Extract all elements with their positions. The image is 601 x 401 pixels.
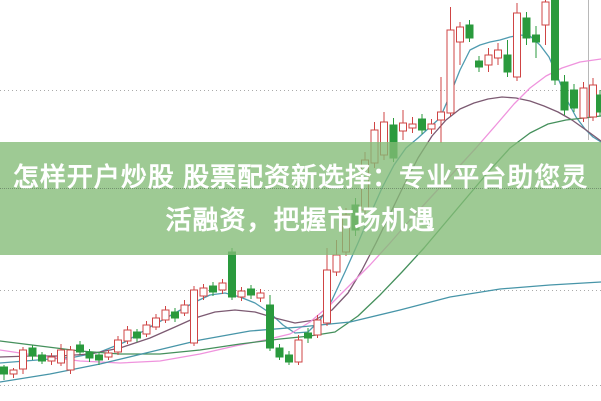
banner-title-line1: 怎样开户炒股 股票配资新选择：专业平台助您灵 xyxy=(12,162,589,192)
candle-down xyxy=(275,347,284,358)
candle-down xyxy=(28,347,37,357)
candle-down xyxy=(532,34,540,43)
candle-up xyxy=(237,290,246,298)
candle-up xyxy=(541,1,550,26)
candle-up xyxy=(66,349,75,371)
candle-up xyxy=(399,122,407,132)
banner-gridline xyxy=(0,188,601,189)
candle-up xyxy=(57,349,65,364)
candle-up xyxy=(180,304,189,314)
ma-long-teal-line xyxy=(0,281,601,383)
candle-down xyxy=(465,24,474,39)
candle-up xyxy=(408,123,417,129)
candle-up xyxy=(294,339,303,363)
candle-up xyxy=(104,352,113,358)
candle-up xyxy=(427,123,436,130)
candle-up xyxy=(589,84,597,118)
candle-up xyxy=(190,289,198,344)
candle-up xyxy=(152,317,160,328)
candle-down xyxy=(38,354,46,362)
candle-up xyxy=(47,356,56,362)
candle-up xyxy=(446,29,455,114)
candle-down xyxy=(475,60,483,68)
ma-pink-line xyxy=(0,58,601,364)
candle-up xyxy=(142,324,151,335)
candle-down xyxy=(560,81,569,111)
candle-down xyxy=(133,331,141,339)
candle-down xyxy=(266,304,274,349)
candle-up xyxy=(114,339,122,353)
ma-green-line xyxy=(0,115,601,355)
candle-down xyxy=(95,354,103,361)
ma-purple-line xyxy=(0,96,601,358)
candle-down xyxy=(285,354,293,363)
candle-down xyxy=(503,54,512,73)
candle-down xyxy=(247,288,255,296)
candle-up xyxy=(579,87,588,119)
candle-down xyxy=(304,332,312,339)
candle-up xyxy=(456,26,464,43)
candle-down xyxy=(171,311,179,319)
promo-banner: 怎样开户炒股 股票配资新选择：专业平台助您灵 活融资，把握市场机遇 xyxy=(0,142,601,255)
candle-down xyxy=(228,251,236,298)
candle-up xyxy=(313,319,322,336)
candle-down xyxy=(209,285,217,293)
candle-down xyxy=(596,94,601,113)
candle-down xyxy=(76,344,84,353)
candle-down xyxy=(522,17,531,39)
candle-up xyxy=(323,269,331,324)
candle-up xyxy=(494,49,502,59)
candle-up xyxy=(161,309,170,321)
candle-up xyxy=(123,329,132,342)
candle-up xyxy=(218,282,227,291)
candle-up xyxy=(9,369,18,375)
candle-down xyxy=(0,366,8,375)
candle-down xyxy=(418,118,426,131)
candle-up xyxy=(332,254,341,273)
candle-down xyxy=(551,0,559,81)
candle-up xyxy=(484,54,493,66)
banner-title-line2: 活融资，把握市场机遇 xyxy=(165,205,436,235)
candle-up xyxy=(199,287,208,297)
candle-up xyxy=(256,292,265,299)
candle-up xyxy=(513,12,521,78)
candle-up xyxy=(437,111,445,121)
candle-down xyxy=(570,89,578,109)
banner-title: 怎样开户炒股 股票配资新选择：专业平台助您灵 活融资，把握市场机遇 xyxy=(0,142,601,255)
candle-down xyxy=(85,351,94,359)
candle-up xyxy=(19,349,27,370)
